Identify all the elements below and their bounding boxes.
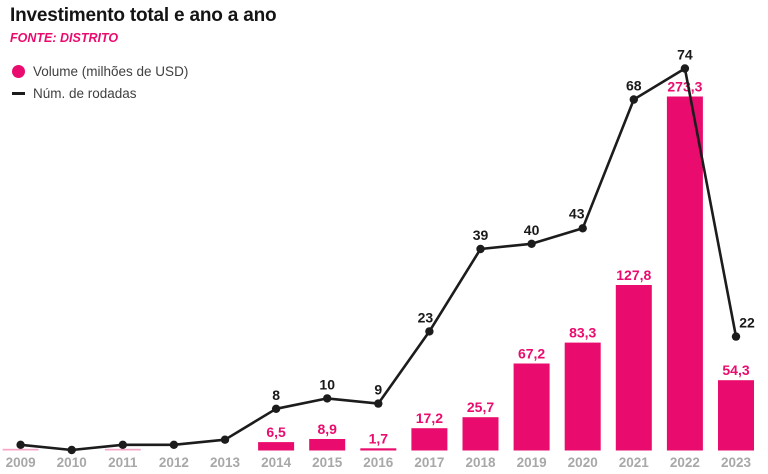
bar-2018 — [462, 417, 499, 451]
point-2010 — [67, 445, 76, 455]
rounds-dash-icon — [12, 92, 25, 95]
line-label-2018: 39 — [473, 227, 489, 243]
point-2012 — [169, 440, 179, 449]
point-2017 — [425, 327, 434, 336]
bar-2020 — [564, 342, 601, 451]
line-label-2017: 23 — [418, 309, 434, 325]
bar-2014 — [258, 442, 295, 451]
x-tick-2020: 2020 — [568, 455, 598, 470]
point-2013 — [220, 435, 230, 444]
bar-2009 — [2, 448, 39, 451]
line-label-2015: 10 — [319, 376, 335, 392]
volume-circle-icon — [12, 65, 25, 78]
line-label-2021: 68 — [626, 78, 642, 94]
bar-label-2014: 6,5 — [266, 424, 286, 440]
legend-item-rounds: Núm. de rodadas — [12, 86, 188, 101]
point-2009 — [16, 440, 25, 449]
bar-2017 — [411, 428, 448, 451]
x-tick-2010: 2010 — [57, 455, 87, 470]
x-tick-2022: 2022 — [670, 455, 700, 470]
bar-label-2017: 17,2 — [416, 410, 443, 426]
line-label-2020: 43 — [569, 205, 585, 221]
legend-label-rounds: Núm. de rodadas — [33, 86, 137, 101]
x-tick-2018: 2018 — [465, 455, 496, 470]
bar-label-2023: 54,3 — [722, 362, 749, 378]
line-label-2016: 9 — [374, 382, 382, 398]
line-label-2014: 8 — [272, 387, 280, 403]
x-tick-2019: 2019 — [517, 455, 547, 470]
x-tick-2009: 2009 — [6, 455, 36, 470]
point-2020 — [578, 224, 587, 233]
line-label-2019: 40 — [524, 222, 540, 238]
bar-2021 — [615, 285, 652, 451]
bar-label-2020: 83,3 — [569, 325, 596, 341]
point-2022 — [680, 64, 690, 73]
x-tick-2011: 2011 — [108, 455, 138, 470]
bar-label-2018: 25,7 — [467, 399, 494, 415]
point-2015 — [323, 394, 332, 403]
bar-label-2019: 67,2 — [518, 346, 545, 362]
bar-2016 — [360, 448, 397, 451]
bar-label-2021: 127,8 — [616, 267, 651, 283]
bar-label-2022: 273,3 — [667, 79, 702, 95]
legend-label-volume: Volume (milhões de USD) — [33, 64, 189, 79]
legend-item-volume: Volume (milhões de USD) — [12, 64, 188, 79]
point-2011 — [118, 440, 128, 449]
point-2019 — [527, 239, 536, 248]
point-2021 — [629, 95, 638, 104]
bar-2019 — [513, 363, 550, 451]
bar-label-2015: 8,9 — [317, 421, 337, 437]
page-title: Investimento total e ano a ano — [10, 5, 277, 26]
x-tick-2014: 2014 — [261, 455, 292, 470]
bar-2011 — [104, 448, 141, 451]
x-tick-2023: 2023 — [721, 455, 752, 470]
point-2018 — [476, 244, 485, 254]
bar-2023 — [718, 380, 754, 451]
x-tick-2017: 2017 — [414, 455, 444, 470]
bar-2015 — [309, 439, 346, 451]
point-2014 — [271, 404, 281, 413]
x-tick-2013: 2013 — [210, 455, 241, 470]
line-label-2022: 74 — [677, 47, 693, 63]
legend: Volume (milhões de USD) Núm. de rodadas — [12, 64, 188, 101]
point-2023 — [731, 332, 741, 341]
x-tick-2015: 2015 — [312, 455, 343, 470]
bar-label-2016: 1,7 — [369, 430, 389, 446]
bar-2022 — [666, 96, 703, 451]
x-tick-2021: 2021 — [619, 455, 650, 470]
x-tick-2016: 2016 — [363, 455, 394, 470]
x-tick-2012: 2012 — [159, 455, 189, 470]
line-label-2023: 22 — [739, 315, 755, 331]
point-2016 — [374, 399, 383, 408]
source-label: FONTE: DISTRITO — [10, 31, 119, 45]
